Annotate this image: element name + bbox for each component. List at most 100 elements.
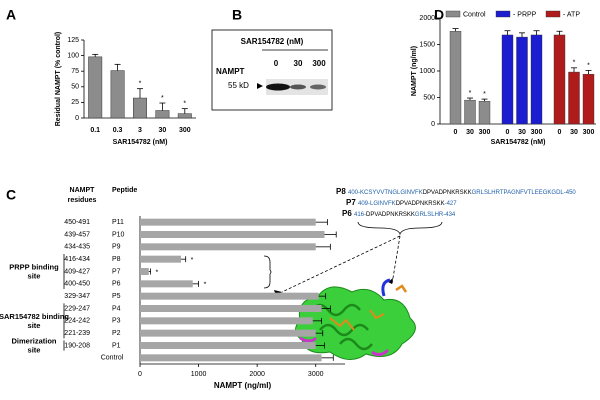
- y-tick-label: 500: [423, 94, 435, 101]
- blot-protein: NAMPT: [216, 67, 245, 76]
- group-label: PRPP binding site: [9, 262, 59, 280]
- residue-label: 229-247: [64, 305, 90, 312]
- x-tick-label: 0: [506, 129, 510, 136]
- panel-label: A: [6, 7, 16, 23]
- sequence: 400-KCSYVVTNGLGINVFKDPVADPNKRSKKGRLSLHRT…: [348, 190, 576, 196]
- column-header: Peptide: [112, 187, 137, 194]
- column-header: NAMPT residues: [68, 187, 97, 204]
- sequence-part: DPVADPNKRSKK: [396, 201, 445, 207]
- bar: [530, 34, 543, 125]
- category-label: P1: [112, 342, 121, 349]
- group-label-line: Dimerization: [11, 336, 56, 345]
- bar-brace: [263, 255, 272, 289]
- category-label: P5: [112, 293, 121, 300]
- lane-label: 30: [294, 59, 303, 68]
- x-tick-label: 0: [454, 129, 458, 136]
- significance: *: [483, 91, 486, 98]
- bar: [582, 73, 595, 125]
- bar: [478, 101, 491, 125]
- y-tick-label: 75: [71, 68, 79, 75]
- lane-label: 300: [312, 59, 326, 68]
- y-tick-label: 0: [75, 115, 79, 122]
- x-tick-label: 300: [479, 129, 491, 136]
- lane-label: 0: [274, 59, 279, 68]
- residue-label: 221-239: [64, 330, 90, 337]
- x-tick-label: 1000: [191, 371, 207, 378]
- x-tick-label: 300: [583, 129, 595, 136]
- legend-label: - ATP: [563, 11, 580, 18]
- sequence-name: P6: [342, 209, 352, 218]
- category-label: P2: [112, 330, 121, 337]
- protein-structure: [295, 278, 416, 360]
- x-tick-label: 300: [531, 129, 543, 136]
- y-tick-label: 25: [71, 99, 79, 106]
- x-tick-label: 0.1: [90, 127, 100, 134]
- blot-band: [290, 84, 306, 90]
- bar: [553, 34, 566, 125]
- group-label-line: SAR154782 binding: [0, 312, 69, 321]
- residue-label: 409-427: [64, 268, 90, 275]
- blot-marker: 55 kD: [228, 81, 249, 90]
- group-label-line: site: [28, 271, 41, 280]
- panel-label: B: [232, 7, 242, 23]
- bar: [140, 231, 325, 238]
- x-tick-label: 30: [466, 129, 474, 136]
- residue-label: 450-491: [64, 219, 90, 226]
- group-label-line: site: [28, 345, 41, 354]
- residue-label: 329-347: [64, 293, 90, 300]
- marker-arrow: [257, 83, 263, 89]
- bar: [140, 280, 193, 288]
- bar: [140, 218, 316, 226]
- group-label-line: site: [28, 321, 41, 330]
- blot-band: [310, 84, 326, 90]
- x-tick-label: 3: [138, 127, 142, 134]
- category-label: P4: [112, 305, 121, 312]
- legend-swatch: [495, 10, 511, 18]
- sequence: 409-LGINVFKDPVADPNKRSKK-427: [358, 201, 457, 207]
- group-label-line: PRPP binding: [9, 262, 59, 271]
- x-tick-label: 30: [518, 129, 526, 136]
- significance: *: [139, 81, 142, 88]
- sequence-part: 409-LGINVFK: [358, 201, 396, 207]
- sequence-part: 416-: [354, 212, 366, 218]
- bar: [140, 342, 316, 349]
- residue-label: 439-457: [64, 231, 90, 238]
- brace: [357, 221, 443, 236]
- residue-label: 416-434: [64, 256, 90, 263]
- y-tick-label: 50: [71, 84, 79, 91]
- sequence-part: GRLSLHRTPAGNFVTLEEGKGDL-450: [472, 190, 577, 196]
- blot-band: [266, 83, 290, 91]
- category-label: P8: [112, 256, 121, 263]
- y-tick-label: 1500: [419, 41, 435, 48]
- blot-frame: [211, 29, 333, 111]
- category-label: P10: [112, 231, 125, 238]
- residue-label: 434-435: [64, 244, 90, 251]
- significance: *: [191, 257, 194, 264]
- legend-swatch: [545, 10, 561, 18]
- legend-label: - PRPP: [513, 11, 537, 18]
- y-tick-label: 125: [67, 37, 79, 44]
- legend-label: Control: [463, 11, 486, 18]
- category-label: P6: [112, 281, 121, 288]
- significance: *: [587, 62, 590, 69]
- sequence: 416-DPVADPNKRSKKGRLSLHR-434: [354, 212, 456, 218]
- category-label: P3: [112, 318, 121, 325]
- x-tick-label: 0.3: [113, 127, 123, 134]
- bar: [140, 354, 322, 362]
- residue-label: 224-242: [64, 318, 90, 325]
- y-tick-label: 100: [67, 52, 79, 59]
- x-axis-label: SAR154782 (nM): [491, 139, 546, 146]
- sequence-part: -427: [445, 201, 458, 207]
- bar: [177, 113, 192, 119]
- bar: [155, 110, 170, 119]
- bar: [140, 292, 319, 300]
- significance: *: [469, 90, 472, 97]
- y-tick-label: 2000: [419, 15, 435, 22]
- x-tick-label: 3000: [308, 371, 324, 378]
- y-tick-label: 1000: [419, 68, 435, 75]
- bar: [110, 70, 125, 119]
- bar: [140, 329, 316, 337]
- significance: *: [161, 95, 164, 102]
- header-line: NAMPT: [70, 187, 96, 194]
